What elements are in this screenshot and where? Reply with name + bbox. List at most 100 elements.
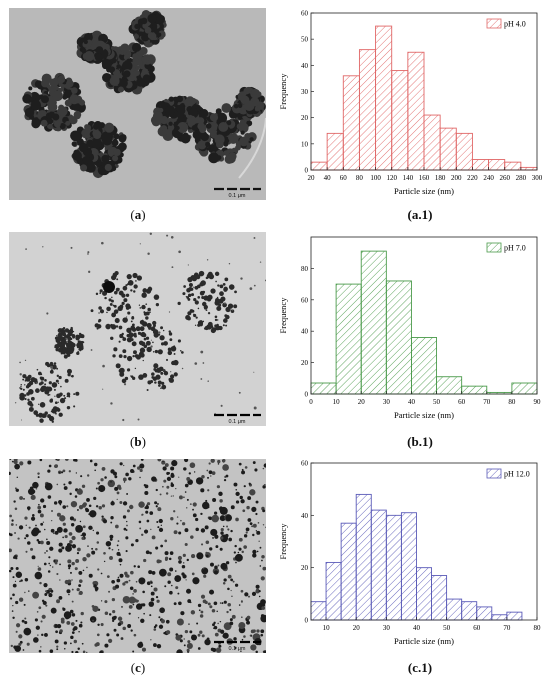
panel-caption-a: (a) <box>130 207 146 222</box>
tem-micrograph: 0.1 μm <box>9 8 266 200</box>
plot-frame <box>310 236 538 395</box>
y-tick-label: 60 <box>301 10 309 18</box>
x-tick-label: 40 <box>324 174 332 182</box>
x-tick-label: 20 <box>353 624 361 632</box>
histogram-bar <box>342 75 360 171</box>
x-tick-label: 50 <box>433 398 441 406</box>
x-tick-label: 90 <box>534 398 542 406</box>
histogram-bar <box>358 49 377 171</box>
x-axis-label: Particle size (nm) <box>394 186 454 196</box>
legend-swatch <box>486 468 502 479</box>
histogram-bar <box>423 114 441 171</box>
x-tick-label: 30 <box>383 624 391 632</box>
x-tick-label: 10 <box>323 624 331 632</box>
y-tick-label: 40 <box>301 512 309 520</box>
legend-label: pH 12.0 <box>504 470 530 479</box>
scale-bar-label: 0.1 μm <box>229 646 246 652</box>
histogram-bar <box>385 514 402 621</box>
tem-micrograph: 0.1 μm <box>9 459 266 653</box>
histogram-bar <box>310 382 337 395</box>
y-tick-label: 0 <box>305 617 309 625</box>
histogram-a1: 0 10 20 30 40 50 60 20 40 60 80 100 120 140 160 180 200 2… <box>272 5 547 205</box>
tem-image-a: 0.1 μm <box>9 8 266 200</box>
plot-frame <box>310 462 538 621</box>
histogram-bar <box>461 601 478 621</box>
x-axis-label: Particle size (nm) <box>394 410 454 420</box>
nanoparticles <box>14 232 266 423</box>
x-tick-label: 200 <box>451 174 462 182</box>
legend: pH 12.0 <box>486 468 530 479</box>
x-tick-label: 0 <box>309 398 313 406</box>
legend: pH 7.0 <box>486 242 526 253</box>
histogram-bar <box>385 280 412 395</box>
x-tick-label: 120 <box>386 174 397 182</box>
legend-label: pH 7.0 <box>504 244 526 253</box>
histogram-bar <box>431 575 448 621</box>
x-tick-label: 80 <box>508 398 516 406</box>
y-axis-label: Frequency <box>278 73 288 110</box>
micrograph-background <box>9 459 266 653</box>
histogram-bar <box>407 51 425 171</box>
histogram-bar <box>511 382 538 395</box>
histogram-bar <box>391 70 409 171</box>
histogram-svg: 0 20 40 60 10 20 30 40 50 60 70 80 Particle size (nm… <box>278 460 542 647</box>
y-tick-label: 0 <box>305 167 309 175</box>
histogram-bar <box>370 509 387 621</box>
legend: pH 4.0 <box>486 18 526 29</box>
x-tick-label: 30 <box>383 398 391 406</box>
histogram-bar <box>471 159 490 171</box>
y-tick-label: 40 <box>301 328 309 336</box>
histogram-bar <box>335 283 362 395</box>
histogram-bar <box>446 598 463 621</box>
histogram-bar <box>506 611 523 621</box>
histogram-bar <box>340 522 357 621</box>
scale-bar-label: 0.1 μm <box>229 419 246 425</box>
y-axis-label: Frequency <box>278 297 288 334</box>
panel-caption-c: (c) <box>130 660 146 675</box>
x-tick-label: 180 <box>435 174 446 182</box>
histogram-bar <box>400 512 417 621</box>
x-tick-label: 80 <box>534 624 542 632</box>
histogram-bar <box>439 127 457 171</box>
histogram-bar <box>375 25 393 171</box>
x-tick-label: 300 <box>532 174 543 182</box>
histogram-bar <box>476 606 493 621</box>
chart-caption-c1: (c.1) <box>407 660 433 675</box>
scale-bar: 0.1 μm <box>214 413 261 425</box>
histogram-bar <box>325 561 342 621</box>
tem-micrograph: 0.1 μm <box>9 232 266 426</box>
x-tick-label: 70 <box>503 624 511 632</box>
y-tick-label: 20 <box>301 114 309 122</box>
nanoparticles <box>22 9 266 179</box>
histogram-bar <box>326 132 344 171</box>
x-tick-label: 280 <box>516 174 527 182</box>
x-tick-label: 40 <box>413 624 421 632</box>
x-tick-label: 40 <box>408 398 416 406</box>
x-tick-label: 100 <box>370 174 381 182</box>
y-tick-label: 40 <box>301 62 309 70</box>
y-tick-label: 30 <box>301 88 309 96</box>
x-tick-label: 50 <box>443 624 451 632</box>
chart-caption-b1: (b.1) <box>407 434 433 449</box>
histogram-c1: 0 20 40 60 10 20 30 40 50 60 70 80 Particle size (nm… <box>272 455 547 655</box>
histogram-bar <box>455 132 473 171</box>
x-tick-label: 20 <box>308 174 316 182</box>
tem-image-c: 0.1 μm <box>9 459 266 653</box>
histogram-bar <box>416 567 432 621</box>
x-tick-label: 60 <box>473 624 481 632</box>
scale-bar: 0.1 μm <box>214 640 261 652</box>
histogram-bar <box>461 385 488 395</box>
histogram-bar <box>360 250 387 395</box>
x-tick-label: 220 <box>467 174 478 182</box>
histogram-bar <box>355 493 372 621</box>
x-axis-label: Particle size (nm) <box>394 636 454 646</box>
x-tick-label: 60 <box>340 174 348 182</box>
histogram-bar <box>310 161 328 171</box>
histogram-bar <box>310 601 327 621</box>
x-tick-label: 60 <box>458 398 466 406</box>
x-tick-label: 80 <box>356 174 364 182</box>
legend-swatch <box>486 242 502 253</box>
histogram-bar <box>410 337 438 395</box>
x-tick-label: 140 <box>403 174 414 182</box>
scale-bar: 0.1 μm <box>214 187 261 199</box>
